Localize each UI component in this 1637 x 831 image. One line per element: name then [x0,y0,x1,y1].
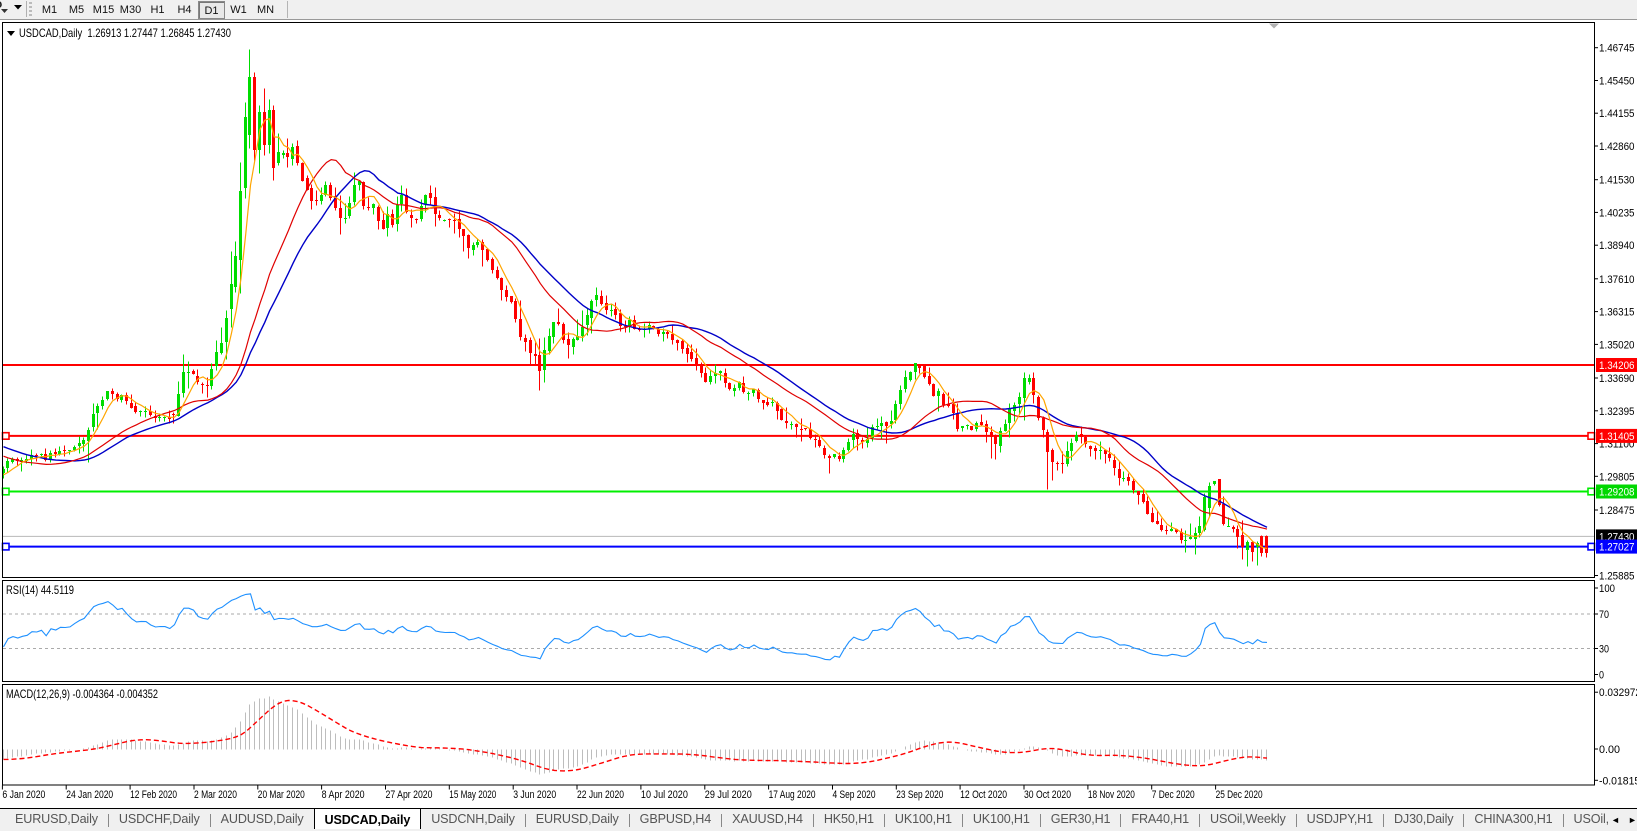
svg-text:7 Dec 2020: 7 Dec 2020 [1152,789,1195,801]
svg-text:USDCAD,Daily 1.26913 1.27447: USDCAD,Daily 1.26913 1.27447 1.26845 1.2… [19,26,231,40]
svg-text:15 May 2020: 15 May 2020 [449,789,496,801]
svg-text:70: 70 [1599,609,1609,621]
svg-text:-0.018154: -0.018154 [1599,775,1637,787]
svg-text:1.40235: 1.40235 [1599,207,1635,219]
svg-text:1.35020: 1.35020 [1599,339,1635,351]
svg-text:17 Aug 2020: 17 Aug 2020 [769,789,816,801]
svg-text:0.00: 0.00 [1599,744,1620,756]
svg-text:22 Jun 2020: 22 Jun 2020 [577,789,624,801]
svg-text:1.45450: 1.45450 [1599,76,1635,88]
svg-text:1.33690: 1.33690 [1599,373,1635,385]
svg-text:MACD(12,26,9) -0.004364 -0.004: MACD(12,26,9) -0.004364 -0.004352 [6,687,158,701]
svg-text:1.37610: 1.37610 [1599,274,1635,286]
svg-text:RSI(14) 44.5119: RSI(14) 44.5119 [6,583,74,597]
svg-text:3 Jun 2020: 3 Jun 2020 [513,789,556,801]
svg-text:18 Nov 2020: 18 Nov 2020 [1088,789,1135,801]
svg-text:6 Jan 2020: 6 Jan 2020 [2,789,45,801]
svg-text:100: 100 [1599,583,1615,595]
svg-text:1.44155: 1.44155 [1599,108,1635,120]
svg-text:1.36315: 1.36315 [1599,307,1635,319]
svg-text:1.34206: 1.34206 [1599,360,1635,372]
svg-text:20 Mar 2020: 20 Mar 2020 [258,789,305,801]
svg-text:24 Jan 2020: 24 Jan 2020 [66,789,113,801]
svg-text:2 Mar 2020: 2 Mar 2020 [194,789,237,801]
svg-text:12 Feb 2020: 12 Feb 2020 [130,789,177,801]
svg-text:1.27027: 1.27027 [1599,542,1635,554]
svg-text:25 Dec 2020: 25 Dec 2020 [1216,789,1263,801]
svg-text:1.41530: 1.41530 [1599,175,1635,187]
svg-text:1.25885: 1.25885 [1599,571,1635,583]
svg-text:29 Jul 2020: 29 Jul 2020 [705,789,752,801]
svg-text:12 Oct 2020: 12 Oct 2020 [960,789,1007,801]
svg-text:10 Jul 2020: 10 Jul 2020 [641,789,688,801]
svg-text:1.29805: 1.29805 [1599,471,1635,483]
svg-text:27 Apr 2020: 27 Apr 2020 [386,789,433,801]
svg-text:8 Apr 2020: 8 Apr 2020 [322,789,365,801]
svg-text:1.42860: 1.42860 [1599,141,1635,153]
svg-text:23 Sep 2020: 23 Sep 2020 [896,789,943,801]
svg-text:1.32395: 1.32395 [1599,406,1635,418]
svg-text:1.31405: 1.31405 [1599,431,1635,443]
svg-text:30 Oct 2020: 30 Oct 2020 [1024,789,1071,801]
svg-text:1.38940: 1.38940 [1599,240,1635,252]
svg-text:30: 30 [1599,644,1609,656]
svg-text:1.46745: 1.46745 [1599,43,1635,55]
svg-text:1.28475: 1.28475 [1599,505,1635,517]
svg-text:0.032972: 0.032972 [1599,687,1637,699]
svg-text:0: 0 [1599,670,1604,682]
svg-text:4 Sep 2020: 4 Sep 2020 [833,789,876,801]
svg-text:1.29208: 1.29208 [1599,487,1635,499]
